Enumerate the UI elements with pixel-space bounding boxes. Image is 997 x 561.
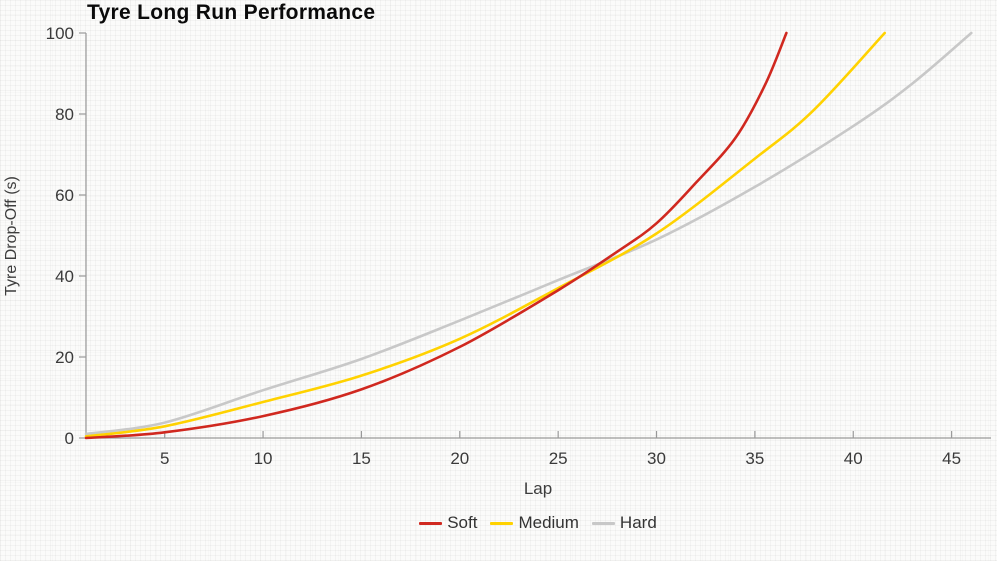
x-tick-label: 15 bbox=[352, 449, 371, 468]
legend-item-soft: Soft bbox=[419, 513, 477, 533]
legend-item-hard: Hard bbox=[591, 513, 657, 533]
axis-lines bbox=[85, 33, 991, 439]
chart-legend: Soft Medium Hard bbox=[86, 513, 990, 533]
series-line-medium bbox=[84, 31, 886, 438]
series-line-soft bbox=[84, 31, 788, 440]
y-tick-label: 40 bbox=[55, 267, 74, 286]
legend-label-soft: Soft bbox=[447, 513, 478, 532]
y-tick-label: 0 bbox=[65, 429, 74, 448]
y-axis-label: Tyre Drop-Off (s) bbox=[3, 176, 20, 296]
x-tick-label: 25 bbox=[549, 449, 568, 468]
y-tick-label: 100 bbox=[46, 24, 74, 43]
legend-item-medium: Medium bbox=[490, 513, 579, 533]
x-tick-label: 20 bbox=[450, 449, 469, 468]
x-axis-label: Lap bbox=[523, 479, 553, 498]
x-tick-label: 40 bbox=[844, 449, 863, 468]
medium-line-swatch bbox=[490, 521, 514, 525]
x-tick-label: 10 bbox=[254, 449, 273, 468]
y-tick-label: 80 bbox=[55, 105, 74, 124]
x-tick-label: 5 bbox=[160, 449, 169, 468]
x-tick-label: 35 bbox=[745, 449, 764, 468]
x-tick-label: 30 bbox=[647, 449, 666, 468]
y-tick-label: 60 bbox=[55, 186, 74, 205]
legend-label-hard: Hard bbox=[619, 513, 657, 532]
hard-line-swatch bbox=[591, 521, 615, 525]
y-tick-label: 20 bbox=[55, 348, 74, 367]
chart-title: Tyre Long Run Performance bbox=[87, 1, 376, 24]
x-tick-label: 45 bbox=[942, 449, 961, 468]
legend-label-medium: Medium bbox=[518, 513, 579, 532]
series-line-hard bbox=[84, 31, 973, 436]
soft-line-swatch bbox=[419, 521, 443, 525]
